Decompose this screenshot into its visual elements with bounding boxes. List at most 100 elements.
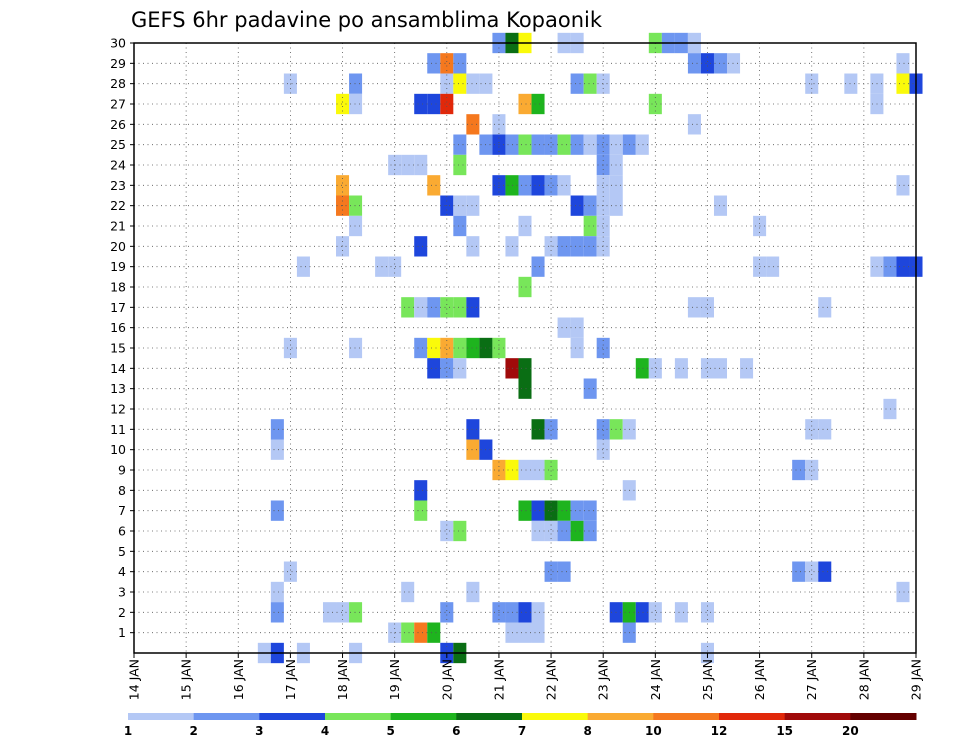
- heatmap-cell: [466, 439, 480, 460]
- heatmap-cell: [349, 93, 363, 115]
- heatmap-cell: [518, 459, 532, 481]
- heatmap-cell: [466, 73, 480, 94]
- heatmap-cell: [453, 215, 467, 237]
- heatmap-cell: [792, 459, 806, 481]
- x-tick-label: 17 JAN: [283, 659, 298, 700]
- heatmap-cell: [531, 459, 545, 481]
- heatmap-cell: [466, 195, 480, 216]
- heatmap-cell: [583, 520, 597, 542]
- x-tick-label: 24 JAN: [648, 659, 663, 700]
- y-tick-label: 2: [118, 605, 126, 620]
- y-tick-label: 21: [110, 219, 126, 234]
- heatmap-cell: [453, 337, 467, 359]
- heatmap-cell: [544, 175, 558, 196]
- heatmap-cell: [896, 256, 910, 277]
- heatmap-cell: [531, 622, 545, 643]
- heatmap-cell: [414, 480, 428, 501]
- heatmap-cell: [427, 93, 441, 115]
- heatmap-cell: [427, 358, 441, 379]
- heatmap-cell: [544, 561, 558, 582]
- legend-swatch: [653, 713, 720, 720]
- heatmap-cell: [440, 602, 454, 623]
- heatmap-cell: [453, 358, 467, 379]
- heatmap-cell: [557, 500, 571, 521]
- heatmap-cell: [440, 53, 454, 74]
- heatmap-cell: [713, 358, 728, 379]
- heatmap-cell: [427, 175, 441, 196]
- heatmap-cell: [440, 358, 454, 379]
- heatmap-cell: [792, 561, 806, 582]
- y-tick-label: 6: [118, 524, 126, 539]
- y-tick-label: 14: [110, 361, 126, 376]
- chart-title: GEFS 6hr padavine po ansamblima Kopaonik: [131, 8, 603, 32]
- heatmap-cell: [270, 581, 284, 603]
- y-tick-label: 10: [110, 442, 126, 457]
- heatmap-cell: [531, 134, 545, 155]
- heatmap-cell: [531, 175, 545, 196]
- heatmap-cell: [336, 175, 350, 196]
- heatmap-cell: [596, 419, 610, 440]
- heatmap-cell: [635, 358, 649, 379]
- heatmap-cell: [544, 500, 558, 521]
- heatmap-cell: [596, 439, 610, 460]
- y-tick-label: 19: [110, 259, 126, 274]
- legend-label: 2: [189, 724, 197, 738]
- legend-label: 1: [124, 724, 132, 738]
- heatmap-cell: [727, 53, 741, 74]
- heatmap-cell: [453, 297, 467, 318]
- x-tick-label: 19 JAN: [387, 659, 402, 700]
- heatmap-cell: [700, 297, 714, 318]
- heatmap-cell: [401, 297, 415, 318]
- heatmap-cell: [818, 419, 832, 440]
- heatmap-cell: [270, 500, 284, 521]
- x-tick-label: 26 JAN: [752, 659, 767, 700]
- heatmap-cell: [427, 53, 441, 74]
- y-tick-label: 20: [110, 239, 126, 254]
- heatmap-cell: [687, 297, 701, 318]
- heatmap-cell: [518, 134, 532, 155]
- heatmap-cell: [818, 561, 832, 582]
- heatmap-cell: [349, 73, 363, 94]
- heatmap-cell: [466, 581, 480, 603]
- heatmap-cell: [583, 195, 597, 216]
- heatmap-cell: [557, 134, 571, 155]
- y-tick-label: 1: [118, 625, 126, 640]
- legend-swatch: [325, 713, 392, 720]
- heatmap-cell: [596, 175, 610, 196]
- legend-label: 10: [645, 724, 662, 738]
- y-tick-label: 9: [118, 463, 126, 478]
- heatmap-cell: [401, 154, 415, 176]
- heatmap-cell: [570, 134, 584, 155]
- heatmap-cell: [896, 175, 910, 196]
- heatmap-cell: [453, 73, 467, 94]
- heatmap-cell: [570, 73, 584, 94]
- y-axis-ticks: 1234567891011121314151617181920212223242…: [110, 36, 134, 640]
- heatmap-cell: [322, 602, 337, 623]
- heatmap-cell: [700, 602, 714, 623]
- heatmap-cell: [349, 602, 363, 623]
- heatmap-cell: [896, 73, 910, 94]
- x-tick-label: 16 JAN: [231, 659, 246, 700]
- heatmap-cell: [570, 195, 584, 216]
- heatmap-cell: [531, 520, 545, 542]
- heatmap-cell: [440, 297, 454, 318]
- y-tick-label: 16: [110, 320, 126, 335]
- heatmap-cell: [414, 236, 428, 257]
- y-tick-label: 3: [118, 585, 126, 600]
- y-tick-label: 24: [110, 158, 126, 173]
- y-tick-label: 22: [110, 198, 126, 213]
- heatmap-cell: [805, 459, 819, 481]
- legend-swatch: [456, 713, 523, 720]
- heatmap-cell: [505, 358, 519, 379]
- heatmap-cell: [518, 93, 532, 115]
- heatmap-cell: [596, 215, 610, 237]
- heatmap-cell: [414, 297, 428, 318]
- legend-label: 12: [711, 724, 728, 738]
- y-tick-label: 18: [110, 280, 126, 295]
- legend-label: 8: [583, 724, 591, 738]
- heatmap-cell: [713, 195, 728, 216]
- heatmap-cell: [270, 439, 284, 460]
- heatmap-cell: [557, 236, 571, 257]
- heatmap-cell: [805, 419, 819, 440]
